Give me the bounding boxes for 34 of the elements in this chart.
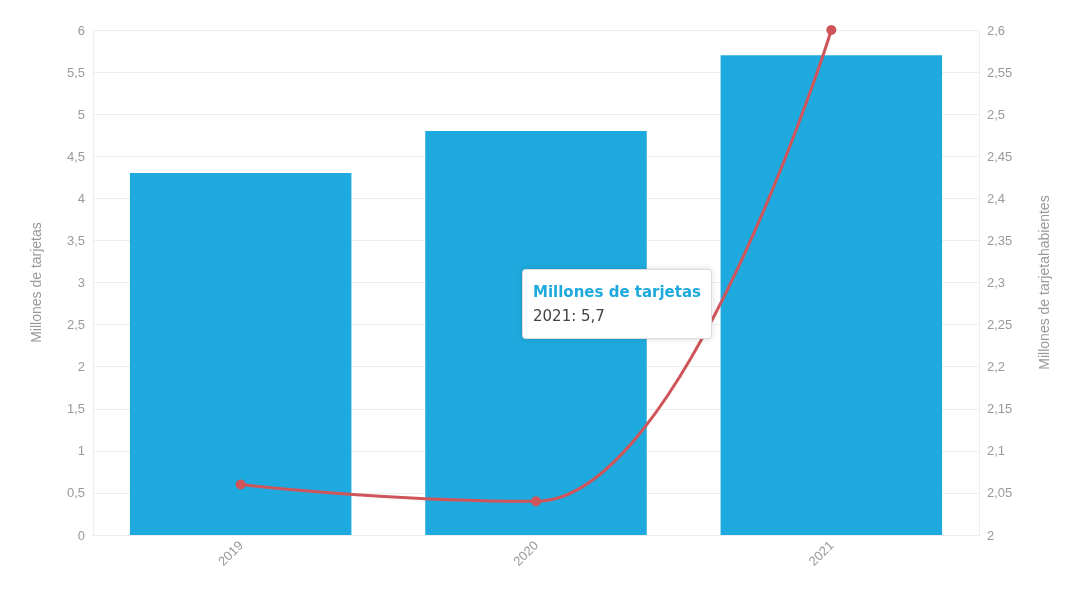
y-tick-label: 1 [77, 443, 85, 459]
y2-tick-label: 2,35 [987, 232, 1013, 248]
y-tick-label: 6 [77, 22, 85, 38]
y-tick-label: 1,5 [66, 401, 85, 417]
point [531, 496, 541, 507]
y-tick-label: 4,5 [66, 148, 85, 164]
y-tick-label: 5,5 [66, 64, 85, 80]
y2-tick-label: 2,4 [987, 190, 1006, 206]
y2-tick-label: 2,1 [987, 443, 1006, 459]
y2-tick-label: 2,25 [987, 317, 1013, 333]
y2-tick-label: 2,2 [987, 359, 1006, 375]
y-tick-label: 0 [77, 527, 85, 543]
y-tick-label: 3 [77, 275, 85, 290]
y-tick-label: 5 [77, 106, 85, 122]
y2-tick-label: 2,5 [987, 106, 1006, 122]
y2-tick-label: 2,05 [987, 485, 1013, 501]
y-tick-label: 0,5 [66, 485, 85, 501]
y2-tick-label: 2,55 [987, 64, 1013, 80]
bar [720, 55, 943, 535]
y-tick-label: 2 [77, 359, 85, 375]
y-tick-label: 4 [77, 190, 85, 206]
y2-tick-label: 2,6 [987, 22, 1006, 38]
y-axis-title: Millones de tarjetas [28, 222, 44, 343]
point [235, 479, 246, 490]
y2-tick-label: 2,15 [987, 401, 1013, 417]
annotation: Millones de tarjetas 2021: 5,7 [533, 283, 702, 325]
bar [129, 173, 352, 535]
y2-tick-label: 2,45 [987, 148, 1013, 164]
y2-axis-title: Millones de tarjetahabientes [1036, 195, 1052, 370]
y-tick-label: 2,5 [66, 317, 85, 333]
y-tick-label: 3,5 [66, 232, 85, 248]
y2-tick-label: 2,3 [987, 275, 1006, 290]
point [826, 25, 837, 35]
y2-tick-label: 2 [987, 527, 995, 543]
